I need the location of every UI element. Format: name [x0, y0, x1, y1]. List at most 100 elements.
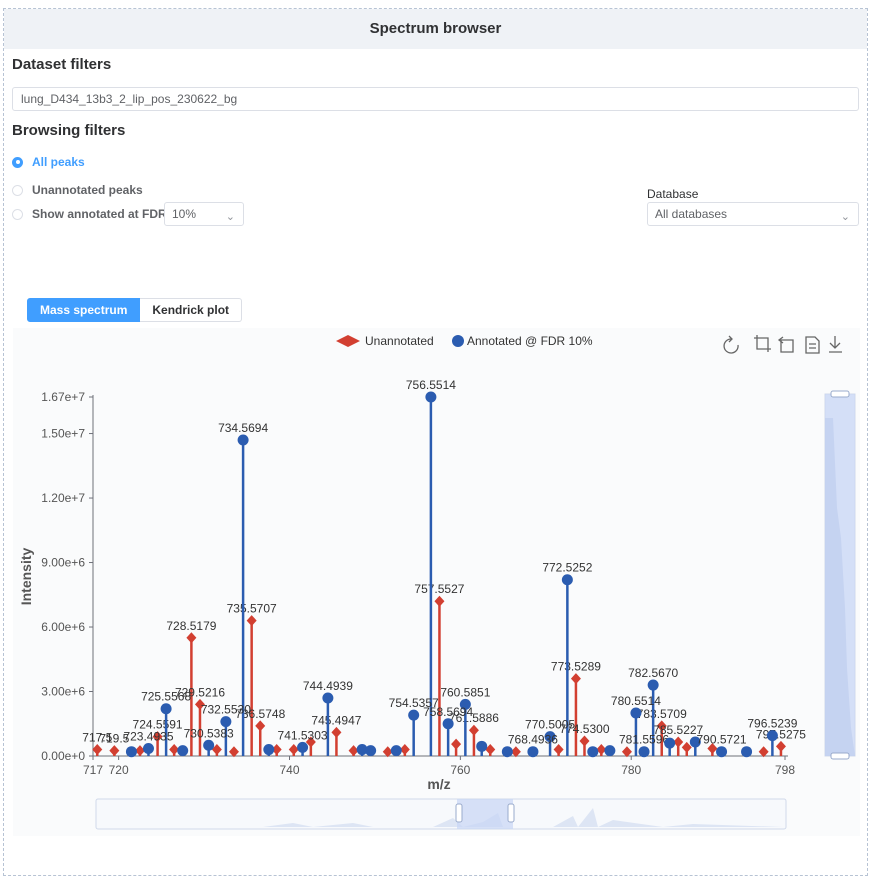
unannotated-peak-marker[interactable]: [621, 746, 632, 758]
annotated-peak-marker[interactable]: [322, 692, 334, 704]
fdr-select[interactable]: 10% ⌄: [164, 202, 244, 226]
peak-label: 725.5568: [141, 690, 191, 704]
unannotated-peak-marker[interactable]: [707, 742, 718, 754]
radio-unannotated-peaks[interactable]: Unannotated peaks: [12, 182, 143, 198]
tab-kendrick-plot[interactable]: Kendrick plot: [140, 298, 243, 322]
annotated-peak-marker[interactable]: [203, 739, 215, 751]
unannotated-peak-marker[interactable]: [579, 735, 590, 747]
database-select[interactable]: All databases ⌄: [647, 202, 859, 226]
unannotated-peak-marker[interactable]: [596, 744, 607, 756]
zoom-select-icon[interactable]: [754, 335, 771, 352]
unannotated-peak-marker[interactable]: [681, 741, 692, 753]
unannotated-peak-marker[interactable]: [434, 595, 445, 607]
annotated-peak-marker[interactable]: [142, 742, 154, 754]
zoom-reset-icon[interactable]: [777, 336, 794, 353]
x-zoom-slider[interactable]: [95, 798, 787, 830]
annotated-peak-marker[interactable]: [544, 731, 556, 743]
annotated-peak-marker[interactable]: [638, 746, 650, 758]
annotated-peak-marker[interactable]: [630, 707, 642, 719]
annotated-peak-marker[interactable]: [408, 709, 420, 721]
x-slider-right-handle[interactable]: [507, 803, 515, 823]
unannotated-peak-marker[interactable]: [331, 726, 342, 738]
data-view-icon[interactable]: [805, 336, 820, 354]
annotated-peak-marker[interactable]: [476, 740, 488, 752]
peak-label: 736.5748: [235, 707, 285, 721]
annotated-peak-marker[interactable]: [604, 745, 616, 757]
annotated-peak-marker[interactable]: [237, 434, 249, 446]
annotated-peak-marker[interactable]: [459, 698, 471, 710]
annotated-peak-marker[interactable]: [561, 574, 573, 586]
annotated-peak-marker[interactable]: [587, 746, 599, 758]
unannotated-peak-marker[interactable]: [485, 744, 496, 756]
dataset-input[interactable]: lung_D434_13b3_2_lip_pos_230622_bg: [12, 87, 859, 111]
x-tick-label: 740: [279, 763, 299, 777]
annotated-peak-marker[interactable]: [297, 741, 309, 753]
legend-unannotated-marker: [336, 335, 360, 347]
annotated-peak-marker[interactable]: [501, 746, 513, 758]
unannotated-peak-marker[interactable]: [194, 698, 205, 710]
annotated-peak-marker[interactable]: [741, 746, 753, 758]
unannotated-peak-marker[interactable]: [186, 632, 197, 644]
y-slider-bottom-handle[interactable]: [830, 752, 850, 760]
chart-legend[interactable]: Unannotated Annotated @ FDR 10%: [336, 334, 593, 348]
unannotated-peak-marker[interactable]: [288, 744, 299, 756]
download-icon[interactable]: [829, 336, 842, 353]
unannotated-peak-marker[interactable]: [228, 746, 239, 758]
x-tick-label: 720: [109, 763, 129, 777]
annotated-peak-marker[interactable]: [716, 746, 728, 758]
refresh-icon[interactable]: [723, 335, 739, 354]
annotated-peak-marker[interactable]: [766, 730, 778, 742]
unannotated-peak-marker[interactable]: [348, 745, 359, 757]
peak-label: 796.5239: [747, 717, 797, 731]
annotated-peak-marker[interactable]: [365, 745, 377, 757]
peak-label: 785.5227: [653, 723, 703, 737]
annotated-peak-marker[interactable]: [442, 718, 454, 730]
unannotated-peak-marker[interactable]: [109, 745, 120, 757]
unannotated-peak-marker[interactable]: [468, 724, 479, 736]
annotated-peak-marker[interactable]: [160, 703, 172, 715]
x-slider-left-handle[interactable]: [455, 803, 463, 823]
annotated-peak-marker[interactable]: [220, 716, 232, 728]
unannotated-peak-marker[interactable]: [382, 746, 393, 758]
radio-all-peaks[interactable]: All peaks: [12, 154, 85, 170]
radio-checked-icon[interactable]: [12, 156, 23, 168]
unannotated-peak-marker[interactable]: [656, 720, 667, 732]
unannotated-peak-marker[interactable]: [211, 744, 222, 756]
annotated-peak-marker[interactable]: [664, 737, 676, 749]
radio-unchecked-icon[interactable]: [12, 208, 23, 220]
annotated-peak-marker[interactable]: [425, 391, 437, 403]
annotated-peak-marker[interactable]: [177, 745, 189, 757]
unannotated-peak-marker[interactable]: [305, 736, 316, 748]
unannotated-peak-marker[interactable]: [673, 736, 684, 748]
annotated-peak-marker[interactable]: [125, 746, 137, 758]
unannotated-peak-marker[interactable]: [255, 720, 266, 732]
annotated-peak-marker[interactable]: [647, 679, 659, 691]
panel-title: Spectrum browser: [4, 9, 867, 49]
y-slider-top-handle[interactable]: [830, 390, 850, 398]
annotated-peak-marker[interactable]: [689, 736, 701, 748]
annotated-peak-marker[interactable]: [263, 744, 275, 756]
x-tick-label: 760: [450, 763, 470, 777]
unannotated-peak-marker[interactable]: [134, 745, 145, 757]
unannotated-peak-marker[interactable]: [570, 673, 581, 685]
unannotated-peak-marker[interactable]: [758, 746, 769, 758]
tab-mass-spectrum[interactable]: Mass spectrum: [27, 298, 141, 322]
unannotated-peak-marker[interactable]: [775, 740, 786, 752]
plot-area[interactable]: 0.00e+0 3.00e+6 6.00e+6 9.00e+6 1.20e+7 1.50e…: [18, 378, 806, 792]
annotated-peak-marker[interactable]: [527, 746, 539, 758]
annotated-peak-marker[interactable]: [356, 744, 368, 756]
annotated-peak-marker[interactable]: [390, 745, 402, 757]
unannotated-peak-marker[interactable]: [152, 731, 163, 743]
unannotated-peak-marker[interactable]: [553, 744, 564, 756]
unannotated-peak-marker[interactable]: [246, 615, 257, 627]
unannotated-peak-marker[interactable]: [92, 744, 103, 756]
unannotated-peak-marker[interactable]: [451, 738, 462, 750]
unannotated-peak-marker[interactable]: [399, 744, 410, 756]
unannotated-peak-marker[interactable]: [169, 744, 180, 756]
unannotated-peak-marker[interactable]: [510, 746, 521, 758]
radio-show-annotated[interactable]: Show annotated at FDR:: [12, 206, 171, 222]
radio-unchecked-icon[interactable]: [12, 184, 23, 196]
y-zoom-slider[interactable]: [824, 390, 856, 760]
unannotated-peak-marker[interactable]: [271, 744, 282, 756]
peak-label: 735.5707: [227, 602, 277, 616]
